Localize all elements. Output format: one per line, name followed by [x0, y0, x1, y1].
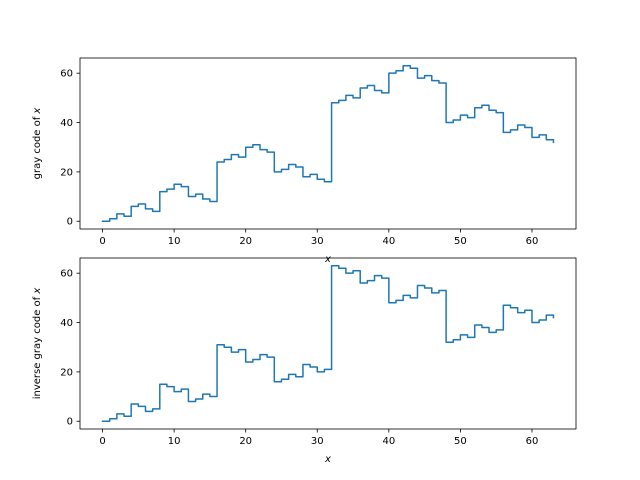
plot-inverse-gray-code-xtick-label: 40 [382, 436, 395, 447]
plot-gray-code-ytick-label: 0 [67, 217, 73, 228]
plot-inverse-gray-code-xtick-label: 60 [526, 436, 539, 447]
plot-gray-code-ylabel: gray code of x [32, 108, 43, 180]
plot-inverse-gray-code-ticks: 0 10 20 30 40 50 60 0 20 40 60 [60, 269, 538, 447]
plot-gray-code-xtick-label: 50 [454, 236, 467, 247]
plot-gray-code-xtick-label: 30 [311, 236, 324, 247]
plot-inverse-gray-code-xtick-label: 50 [454, 436, 467, 447]
plot-inverse-gray-code-ytick-label: 20 [60, 367, 73, 378]
plot-inverse-gray-code-ytick-label: 0 [67, 417, 73, 428]
plot-inverse-gray-code-xtick-label: 10 [168, 436, 181, 447]
plot-gray-code-ytick-label: 20 [60, 167, 73, 178]
plot-inverse-gray-code-series-line [101, 265, 555, 422]
plot-gray-code-xtick-label: 10 [168, 236, 181, 247]
plot-inverse-gray-code-ytick-label: 60 [60, 269, 73, 280]
plot-gray-code-xtick-label: 40 [382, 236, 395, 247]
plot-gray-code: 0 10 20 30 40 50 60 0 20 40 60 x gray code of x [32, 57, 577, 265]
plot-gray-code-ytick-label: 60 [60, 69, 73, 80]
plot-gray-code-xtick-label: 60 [526, 236, 539, 247]
plot-gray-code-xtick-label: 0 [99, 236, 105, 247]
plot-inverse-gray-code-series [101, 265, 555, 422]
plot-inverse-gray-code-ytick-label: 40 [60, 318, 73, 329]
plot-inverse-gray-code-xlabel: x [324, 454, 331, 465]
plot-gray-code-xlabel: x [324, 254, 331, 265]
plot-gray-code-series [101, 65, 555, 222]
plot-gray-code-xtick-label: 20 [239, 236, 252, 247]
plot-inverse-gray-code-xtick-label: 30 [311, 436, 324, 447]
plot-gray-code-series-line [101, 65, 555, 222]
plot-gray-code-frame [79, 57, 577, 230]
plot-gray-code-ticks: 0 10 20 30 40 50 60 0 20 40 60 [60, 69, 538, 247]
plot-inverse-gray-code: 0 10 20 30 40 50 60 0 20 40 60 x inverse gray code… [32, 257, 577, 465]
plot-gray-code-ytick-label: 40 [60, 118, 73, 129]
plot-inverse-gray-code-frame [79, 257, 577, 430]
plot-inverse-gray-code-xtick-label: 0 [99, 436, 105, 447]
plot-inverse-gray-code-ylabel: inverse gray code of x [32, 288, 43, 400]
plot-inverse-gray-code-xtick-label: 20 [239, 436, 252, 447]
